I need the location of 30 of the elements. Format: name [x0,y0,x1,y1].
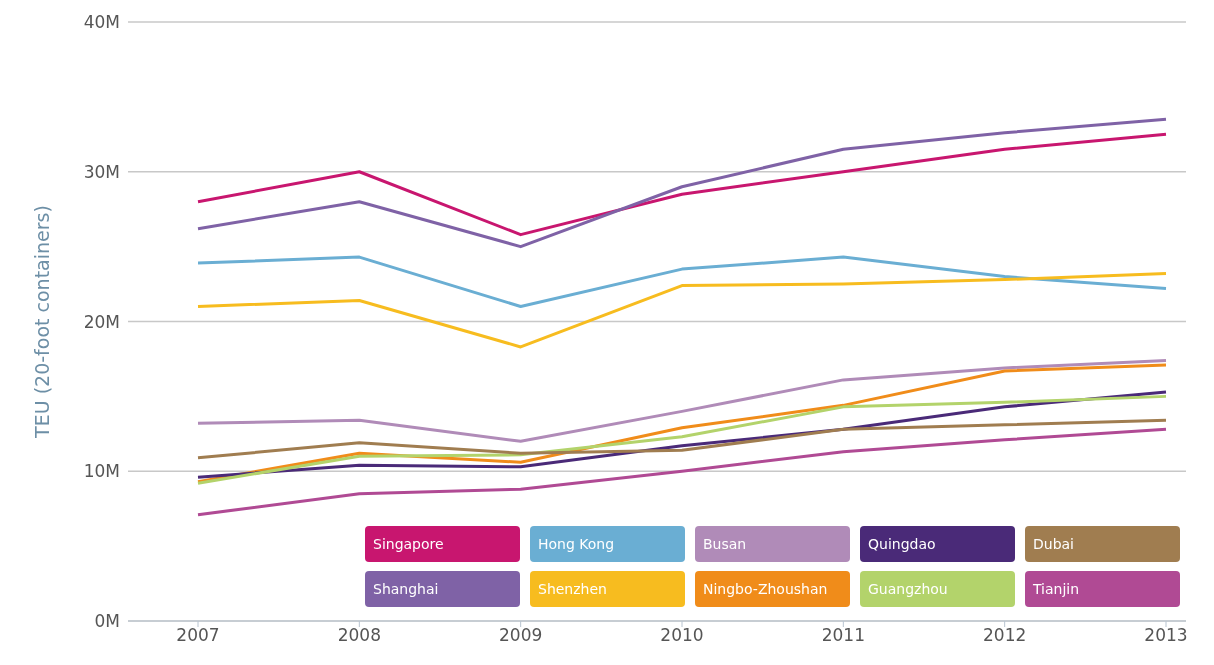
y-tick-label: 0M [94,611,120,632]
line-series [196,427,1168,517]
x-tick-label: 2013 [1144,625,1188,646]
x-tick-label: 2012 [983,625,1027,646]
text: Hong Kong [530,526,685,562]
text: Quingdao [860,526,1015,562]
y-tick-label: 10M [83,461,120,482]
text: Tianjin [1025,571,1180,607]
text: Shanghai [365,571,520,607]
text: Singapore [365,526,520,562]
y-axis-title: TEU (20-foot containers) [30,205,53,439]
y-tick-label: 40M [83,12,120,33]
y-tick-label: 30M [83,161,120,182]
text: Ningbo-Zhoushan [695,571,850,607]
line-series [196,132,1168,237]
line-series [196,358,1168,443]
x-tick-label: 2009 [499,625,543,646]
text: Shenzhen [530,571,685,607]
line-series [196,117,1168,249]
x-tick-label: 2008 [337,625,381,646]
x-tick-label: 2010 [660,625,704,646]
text: Dubai [1025,526,1180,562]
line-series [196,418,1168,460]
x-tick-label: 2011 [821,625,865,646]
line-series [196,272,1168,349]
text: Guangzhou [860,571,1015,607]
text: Busan [695,526,850,562]
x-tick-label: 2007 [176,625,220,646]
line-series [196,255,1168,309]
y-tick-label: 20M [83,311,120,332]
